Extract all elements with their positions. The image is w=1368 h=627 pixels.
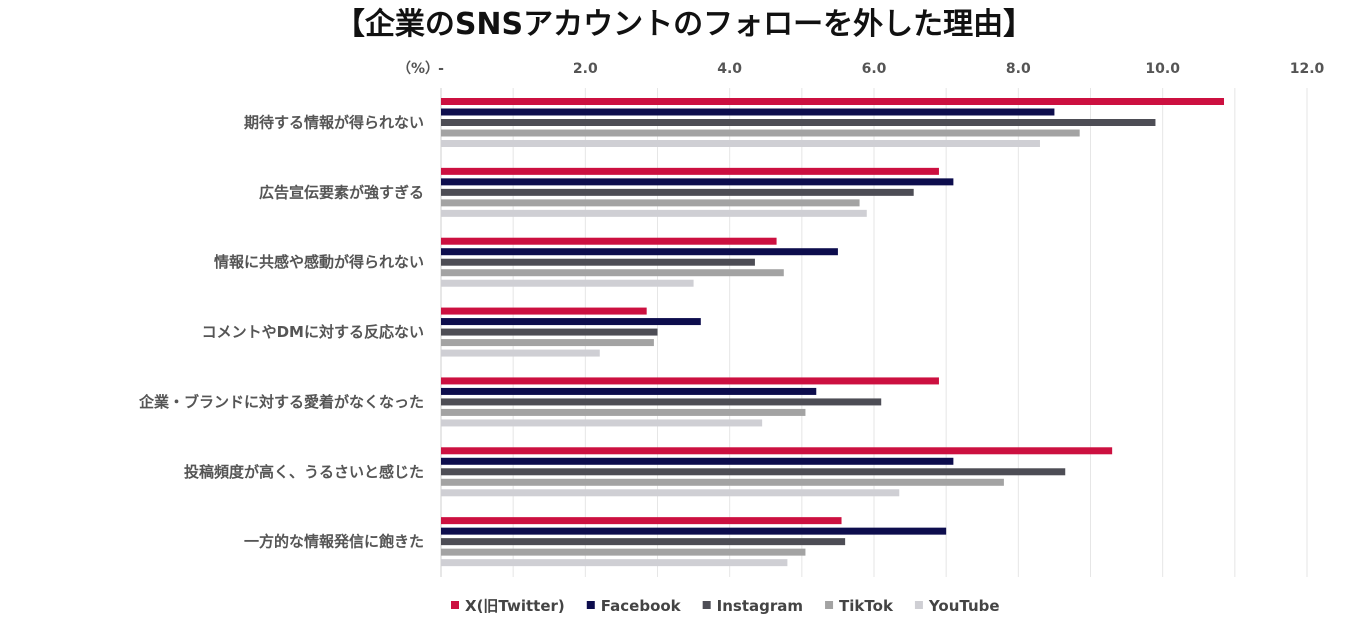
x-tick-label: 10.0 (1145, 61, 1180, 77)
legend-label: TikTok (839, 597, 894, 615)
legend-label: Facebook (601, 597, 682, 615)
bar-tiktok-2 (441, 269, 784, 277)
bar-tiktok-0 (441, 129, 1080, 137)
bar-tiktok-3 (441, 339, 654, 347)
x-tick-label: 2.0 (573, 61, 598, 77)
bar-facebook-0 (441, 108, 1055, 116)
legend-swatch (451, 601, 459, 609)
category-label: 期待する情報が得られない (244, 114, 424, 132)
bar-instagram-6 (441, 538, 846, 546)
bar-tiktok-6 (441, 548, 806, 556)
x-tick-label: 6.0 (862, 61, 887, 77)
category-labels: 期待する情報が得られない広告宣伝要素が強すぎる情報に共感や感動が得られないコメン… (138, 114, 424, 551)
bar-instagram-1 (441, 188, 914, 196)
bar-youtube-0 (441, 140, 1040, 147)
bar-facebook-6 (441, 527, 947, 535)
bar-tiktok-4 (441, 408, 806, 416)
bar-instagram-4 (441, 398, 882, 406)
bar-youtube-1 (441, 209, 867, 217)
bar-x-twitter--3 (441, 307, 647, 315)
bar-youtube-4 (441, 419, 763, 427)
x-tick-label: 8.0 (1006, 61, 1031, 77)
bar-x-twitter--4 (441, 377, 939, 385)
bar-facebook-1 (441, 178, 954, 186)
category-label: 企業・ブランドに対する愛着がなくなった (138, 393, 424, 411)
x-tick-label: 4.0 (717, 61, 742, 77)
chart-title: 【企業のSNSアカウントのフォローを外した理由】 (335, 7, 1033, 42)
bar-facebook-4 (441, 387, 817, 395)
bar-x-twitter--6 (441, 517, 842, 525)
bar-youtube-2 (441, 279, 694, 287)
x-tick-label: 12.0 (1290, 61, 1325, 77)
legend-swatch (914, 601, 923, 609)
bar-facebook-3 (441, 318, 701, 326)
legend-swatch (825, 601, 834, 609)
category-label: 一方的な情報発信に飽きた (244, 533, 424, 551)
bar-instagram-2 (441, 258, 755, 266)
bar-instagram-3 (441, 328, 658, 336)
bar-instagram-0 (441, 119, 1156, 126)
bar-x-twitter--0 (441, 98, 1225, 105)
legend: X(旧Twitter) Facebook Instagram TikTok YouTub… (451, 597, 1000, 615)
bar-x-twitter--5 (441, 447, 1113, 455)
x-tick-label: - (438, 61, 444, 77)
category-label: コメントやDMに対する反応ない (202, 323, 424, 341)
legend-swatch (702, 601, 711, 609)
legend-label: YouTube (928, 597, 1000, 615)
bar-x-twitter--2 (441, 237, 777, 245)
bar-facebook-5 (441, 457, 954, 465)
x-axis-ticks: - 2.0 4.0 6.0 8.0 10.0 12.0 (438, 61, 1324, 77)
bar-youtube-5 (441, 489, 900, 497)
legend-swatch (586, 601, 595, 609)
bar-tiktok-1 (441, 199, 860, 207)
category-label: 投稿頻度が高く、うるさいと感じた (184, 463, 424, 481)
bar-instagram-5 (441, 468, 1066, 476)
bar-x-twitter--1 (441, 167, 939, 175)
bars (441, 98, 1225, 567)
legend-label: X(旧Twitter) (465, 597, 565, 615)
bar-youtube-6 (441, 559, 788, 567)
category-label: 情報に共感や感動が得られない (214, 253, 424, 271)
unit-label: （%） (397, 61, 439, 77)
category-label: 広告宣伝要素が強すぎる (259, 183, 424, 201)
legend-label: Instagram (717, 597, 803, 615)
bar-tiktok-5 (441, 478, 1004, 486)
bar-facebook-2 (441, 248, 838, 256)
bar-youtube-3 (441, 349, 600, 357)
